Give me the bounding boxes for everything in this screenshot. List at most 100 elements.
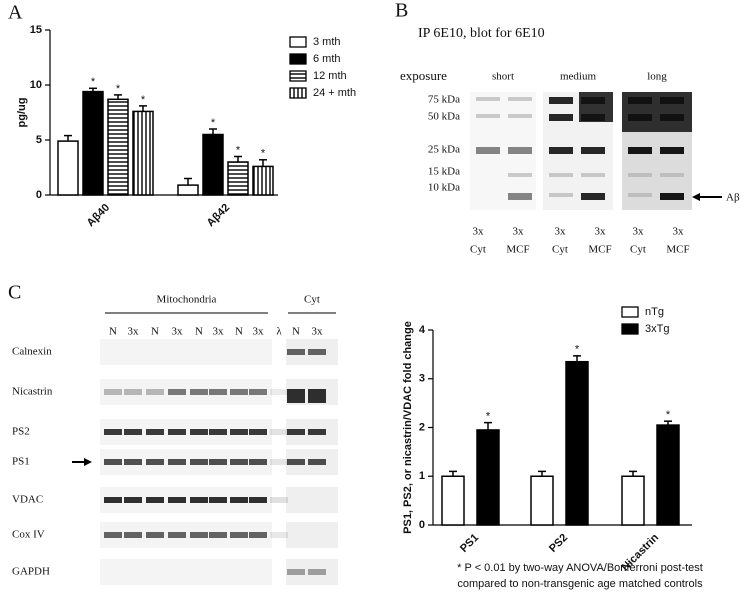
bar <box>621 475 645 526</box>
marker-label: 15 kDa <box>428 166 460 178</box>
legend-label: 12 mth <box>313 70 347 82</box>
blot-band <box>124 429 142 435</box>
y-tick-label: 0 <box>36 189 42 201</box>
panel-label: A <box>8 2 23 24</box>
lane-label: MCF <box>666 244 689 256</box>
marker-label: 50 kDa <box>428 111 460 123</box>
blot-band <box>308 429 326 435</box>
blot-band <box>190 389 208 395</box>
blot-strip <box>286 559 338 585</box>
blot-band <box>146 429 164 435</box>
blot-title: IP 6E10, blot for 6E10 <box>418 26 545 41</box>
exposure-name: short <box>492 71 514 83</box>
blot-band <box>249 532 267 538</box>
blot-band <box>209 532 227 538</box>
blot-band <box>628 193 652 197</box>
group-label: Mitochondria <box>157 294 217 306</box>
row-label: Cox IV <box>12 529 45 541</box>
y-tick-label: 2 <box>419 421 425 433</box>
blot-band <box>190 429 208 435</box>
blot-band <box>104 459 122 465</box>
marker-label: 10 kDa <box>428 182 460 194</box>
exposure-name: medium <box>560 71 596 83</box>
significance-star: * <box>236 144 241 156</box>
lane-label: λ <box>276 326 282 338</box>
blot-band <box>287 429 305 435</box>
lane-label: 3x <box>633 226 645 238</box>
blot-band <box>270 459 288 465</box>
y-tick-label: 15 <box>30 24 42 36</box>
blot-band <box>124 532 142 538</box>
bar <box>252 165 274 196</box>
blot-band <box>249 429 267 435</box>
band-arrow-head <box>692 193 700 201</box>
significance-star: * <box>486 411 491 423</box>
y-tick-label: 4 <box>419 324 426 336</box>
y-tick-label: 0 <box>419 519 425 531</box>
significance-star: * <box>91 76 96 88</box>
legend-swatch <box>621 323 639 335</box>
lane-label: 3x <box>128 326 140 338</box>
lane-label: Cyt <box>552 244 568 256</box>
legend-swatch <box>289 53 307 65</box>
blot-band <box>209 389 227 395</box>
blot-band <box>549 193 573 197</box>
y-tick-label: 10 <box>30 79 42 91</box>
blot-band <box>581 173 605 177</box>
significance-star: * <box>666 409 671 421</box>
y-tick-label: 1 <box>419 470 425 482</box>
blot-band <box>270 497 288 503</box>
blot-band <box>287 389 305 403</box>
bar <box>565 360 589 526</box>
blot-band <box>209 459 227 465</box>
blot-band <box>104 497 122 503</box>
blot-band <box>308 389 326 403</box>
bar <box>57 140 79 196</box>
blot-band <box>287 569 305 575</box>
legend-swatch <box>621 306 639 318</box>
blot-band <box>190 459 208 465</box>
blot-band <box>146 389 164 395</box>
lane-label: 3x <box>673 226 685 238</box>
blot-strip <box>286 522 338 548</box>
y-axis-label: PS1, PS2, or nicastrin/VDAC fold change <box>402 321 414 534</box>
lane-label: 3x <box>172 326 184 338</box>
lane-label: N <box>292 326 300 338</box>
blot-band <box>476 114 500 118</box>
blot-band <box>104 429 122 435</box>
bar <box>656 424 680 526</box>
blot-band <box>660 193 684 200</box>
blot-band <box>249 497 267 503</box>
blot-band <box>190 532 208 538</box>
legend-swatch <box>289 70 307 82</box>
blot-band <box>476 147 500 154</box>
blot-smear <box>579 92 613 122</box>
blot-band <box>104 389 122 395</box>
bar <box>530 475 554 526</box>
panel-label: C <box>8 282 21 304</box>
row-label: VDAC <box>12 494 43 506</box>
bar <box>476 429 500 526</box>
legend-label: 3 mth <box>313 36 341 48</box>
blot-band <box>549 147 573 154</box>
blot-band <box>508 147 532 154</box>
blot-strip <box>100 339 272 365</box>
blot-band <box>581 147 605 154</box>
x-tick-label: Aβ42 <box>205 202 233 230</box>
significance-star: * <box>211 117 216 129</box>
blot-band <box>124 389 142 395</box>
lane-label: Cyt <box>630 244 646 256</box>
marker-label: 75 kDa <box>428 94 460 106</box>
lane-label: Cyt <box>470 244 486 256</box>
blot-band <box>308 459 326 465</box>
lane-label: 3x <box>213 326 225 338</box>
blot-strip <box>100 559 272 585</box>
blot-band <box>660 147 684 154</box>
blot-band <box>549 173 573 177</box>
lane-label: 3x <box>555 226 567 238</box>
blot-strip <box>286 487 338 513</box>
bar <box>202 133 224 196</box>
significance-star: * <box>141 94 146 106</box>
legend-label: 3xTg <box>645 323 669 335</box>
